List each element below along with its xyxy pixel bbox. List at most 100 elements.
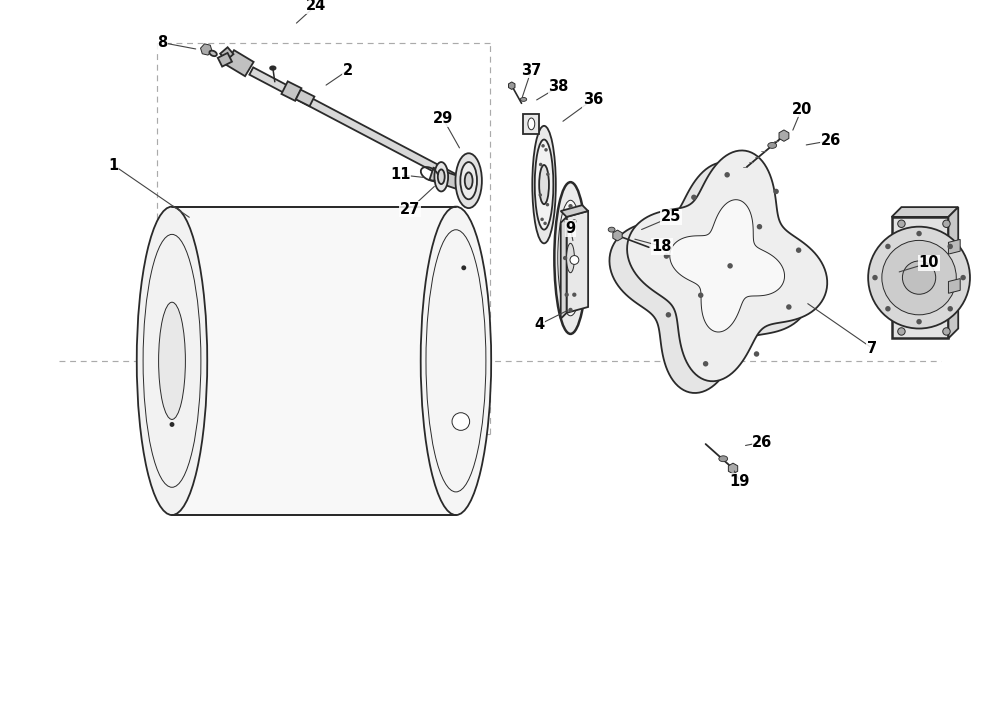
Ellipse shape: [270, 66, 276, 70]
Polygon shape: [948, 279, 960, 293]
Text: 10: 10: [919, 256, 939, 270]
Text: 36: 36: [583, 92, 603, 107]
Circle shape: [544, 148, 548, 151]
Text: 4: 4: [534, 317, 544, 332]
Polygon shape: [225, 50, 254, 76]
Ellipse shape: [535, 140, 553, 229]
Polygon shape: [561, 217, 567, 319]
Circle shape: [568, 204, 573, 208]
Polygon shape: [567, 211, 588, 313]
Circle shape: [757, 224, 762, 229]
Circle shape: [943, 328, 950, 335]
Circle shape: [902, 261, 936, 294]
Circle shape: [786, 304, 792, 309]
Circle shape: [727, 263, 733, 269]
Circle shape: [170, 422, 174, 427]
Polygon shape: [172, 207, 456, 515]
Text: 11: 11: [390, 167, 410, 182]
Ellipse shape: [539, 165, 549, 204]
Ellipse shape: [421, 207, 491, 515]
Ellipse shape: [567, 243, 574, 273]
Text: 7: 7: [867, 341, 877, 355]
Circle shape: [868, 226, 970, 328]
Text: 8: 8: [157, 35, 167, 50]
Circle shape: [539, 193, 542, 197]
Ellipse shape: [532, 126, 556, 243]
Text: 18: 18: [651, 239, 672, 254]
Text: 27: 27: [400, 202, 420, 216]
Circle shape: [543, 221, 547, 225]
Circle shape: [796, 248, 801, 253]
Ellipse shape: [426, 230, 486, 492]
Text: 20: 20: [791, 102, 812, 116]
Circle shape: [568, 308, 573, 312]
Circle shape: [565, 219, 569, 223]
Ellipse shape: [455, 154, 482, 208]
Text: 2: 2: [343, 63, 353, 77]
Polygon shape: [948, 207, 958, 339]
Polygon shape: [609, 162, 810, 393]
Polygon shape: [892, 217, 948, 339]
Polygon shape: [429, 167, 463, 190]
Text: 37: 37: [521, 63, 541, 77]
Text: 38: 38: [549, 79, 569, 94]
Circle shape: [754, 351, 759, 357]
Polygon shape: [249, 68, 456, 181]
Circle shape: [691, 194, 697, 200]
Text: 25: 25: [661, 210, 682, 224]
Circle shape: [947, 244, 953, 249]
Ellipse shape: [719, 456, 728, 462]
Circle shape: [898, 328, 905, 335]
Ellipse shape: [465, 173, 473, 189]
Circle shape: [570, 256, 579, 264]
Polygon shape: [561, 205, 588, 217]
Ellipse shape: [209, 51, 217, 56]
Text: 1: 1: [108, 157, 118, 173]
Circle shape: [572, 293, 576, 297]
Ellipse shape: [558, 200, 583, 316]
Ellipse shape: [460, 162, 477, 199]
Ellipse shape: [434, 162, 448, 191]
Circle shape: [563, 256, 567, 260]
Text: 19: 19: [730, 474, 750, 488]
Ellipse shape: [159, 302, 185, 419]
Circle shape: [773, 189, 779, 194]
Ellipse shape: [520, 98, 527, 101]
Polygon shape: [281, 82, 301, 100]
Ellipse shape: [768, 143, 777, 149]
Circle shape: [452, 413, 470, 430]
Circle shape: [943, 220, 950, 227]
Polygon shape: [892, 207, 958, 217]
Polygon shape: [948, 240, 960, 254]
Circle shape: [461, 266, 466, 270]
Polygon shape: [670, 199, 785, 332]
Polygon shape: [627, 151, 827, 381]
Ellipse shape: [143, 234, 201, 487]
Ellipse shape: [563, 225, 578, 291]
Circle shape: [885, 244, 891, 249]
Circle shape: [572, 219, 576, 223]
Circle shape: [546, 203, 549, 207]
Circle shape: [703, 361, 708, 366]
Polygon shape: [218, 53, 232, 66]
Circle shape: [541, 144, 545, 148]
Circle shape: [898, 220, 905, 227]
Text: 29: 29: [433, 111, 453, 127]
Circle shape: [698, 293, 703, 298]
Text: 26: 26: [821, 133, 841, 148]
Circle shape: [947, 306, 953, 312]
Circle shape: [540, 218, 544, 221]
Circle shape: [574, 256, 578, 260]
Text: 24: 24: [306, 0, 326, 13]
Circle shape: [724, 172, 730, 178]
Ellipse shape: [554, 182, 587, 334]
Ellipse shape: [608, 227, 615, 232]
Polygon shape: [523, 114, 539, 134]
Circle shape: [872, 275, 878, 280]
Polygon shape: [220, 47, 233, 60]
Circle shape: [666, 312, 671, 317]
Circle shape: [271, 66, 275, 70]
Ellipse shape: [528, 118, 535, 130]
Circle shape: [565, 293, 569, 297]
Circle shape: [539, 163, 542, 166]
